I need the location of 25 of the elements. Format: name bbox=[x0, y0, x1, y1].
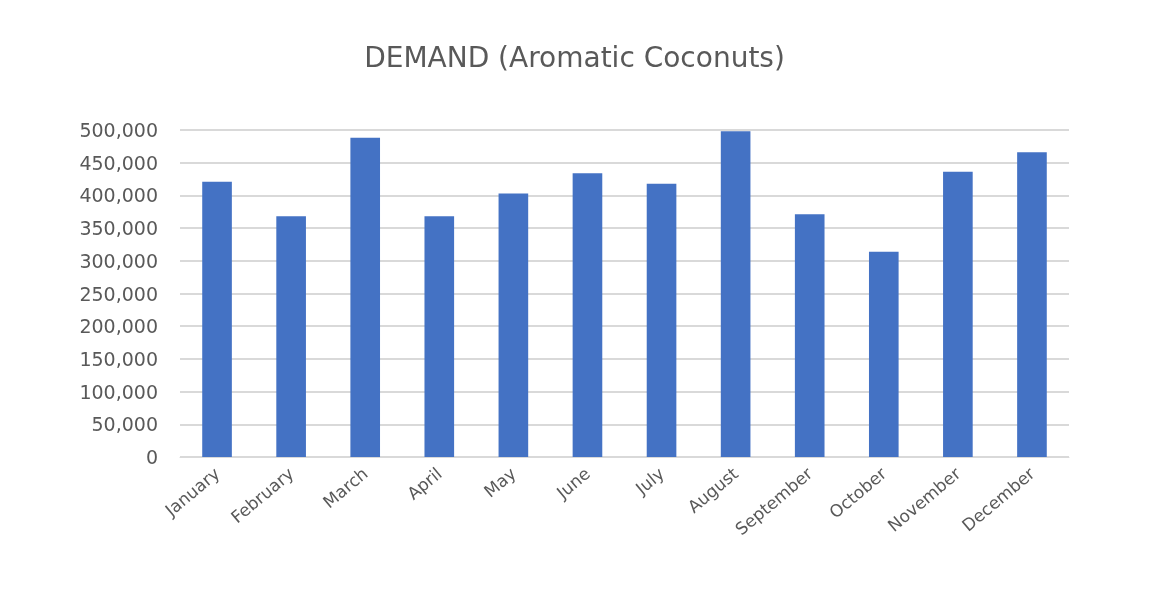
bar bbox=[276, 216, 306, 457]
bar bbox=[943, 171, 973, 457]
bar bbox=[202, 181, 232, 457]
y-tick-label: 250,000 bbox=[79, 282, 158, 305]
bar bbox=[794, 214, 825, 457]
y-tick-label: 400,000 bbox=[79, 184, 158, 207]
chart-title: DEMAND (Aromatic Coconuts) bbox=[364, 40, 785, 74]
bar bbox=[720, 131, 751, 457]
y-tick-label: 350,000 bbox=[79, 217, 158, 240]
y-tick-label: 500,000 bbox=[79, 119, 158, 141]
y-tick-label: 300,000 bbox=[79, 249, 158, 272]
y-tick-label: 0 bbox=[145, 446, 158, 468]
y-tick-label: 100,000 bbox=[79, 380, 158, 403]
y-tick-label: 150,000 bbox=[79, 347, 158, 370]
bar bbox=[498, 193, 529, 457]
bar bbox=[868, 251, 899, 457]
x-tick-label: May bbox=[480, 463, 520, 502]
y-tick-label: 450,000 bbox=[79, 151, 158, 174]
bar bbox=[1017, 152, 1047, 457]
bar bbox=[572, 173, 603, 457]
y-tick-label: 50,000 bbox=[91, 413, 158, 436]
bar bbox=[350, 137, 381, 457]
y-tick-label: 200,000 bbox=[79, 315, 158, 338]
bar bbox=[424, 216, 455, 457]
bar bbox=[646, 183, 677, 457]
